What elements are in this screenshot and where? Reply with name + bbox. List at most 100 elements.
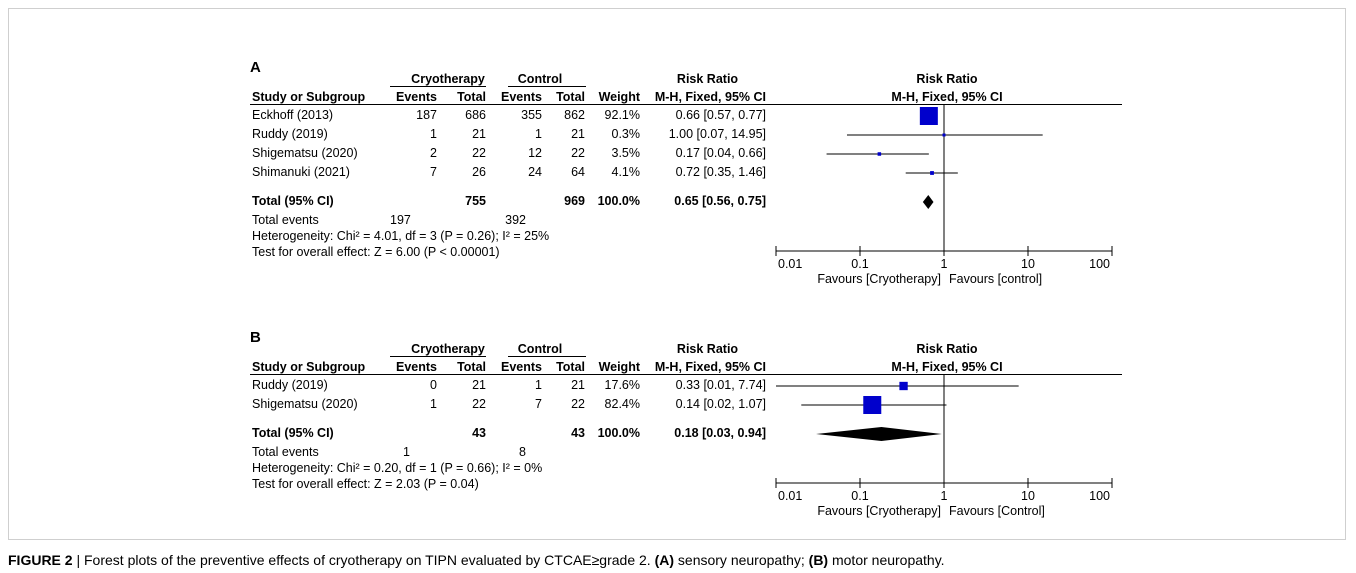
header-control: Control — [517, 72, 563, 86]
study-ci: 0.66 [0.57, 0.77] — [675, 108, 766, 122]
pooled-diamond — [922, 195, 934, 209]
header-e-events: Events — [396, 360, 437, 374]
header-experimental: Cryotherapy — [411, 72, 485, 86]
total-events-ctrl: 8 — [519, 445, 526, 459]
header-risk-ratio-right: Risk Ratio — [916, 342, 978, 356]
effect-square — [877, 152, 882, 156]
header-c-total: Total — [556, 360, 585, 374]
header-method-right: M-H, Fixed, 95% CI — [891, 360, 1003, 374]
ctrl-events: 12 — [528, 146, 542, 160]
rule-experimental — [390, 356, 486, 357]
x-tick-label: 0.01 — [778, 257, 802, 271]
ctrl-events: 1 — [535, 378, 542, 392]
ctrl-total: 22 — [571, 397, 585, 411]
study-name: Ruddy (2019) — [252, 127, 328, 141]
study-weight: 3.5% — [611, 146, 641, 160]
study-name: Shimanuki (2021) — [252, 165, 350, 179]
header-method-left: M-H, Fixed, 95% CI — [654, 90, 766, 104]
study-weight: 17.6% — [604, 378, 640, 392]
heterogeneity-text: Heterogeneity: Chi² = 0.20, df = 1 (P = … — [252, 461, 543, 475]
total-weight: 100.0% — [597, 426, 640, 440]
total-exp-total: 755 — [465, 194, 486, 208]
heterogeneity-text: Heterogeneity: Chi² = 4.01, df = 3 (P = … — [252, 229, 550, 243]
exp-events: 7 — [430, 165, 437, 179]
header-c-events: Events — [501, 90, 542, 104]
ctrl-total: 64 — [571, 165, 585, 179]
study-ci: 0.33 [0.01, 7.74] — [675, 378, 766, 392]
study-weight: 0.3% — [611, 127, 641, 141]
header-study: Study or Subgroup — [252, 360, 366, 374]
effect-square — [942, 133, 946, 137]
header-e-total: Total — [457, 90, 486, 104]
total-weight: 100.0% — [597, 194, 640, 208]
favours-left-label: Favours [Cryotherapy] — [817, 272, 941, 286]
ctrl-events: 7 — [535, 397, 542, 411]
exp-events: 1 — [430, 397, 437, 411]
total-ctrl-total: 43 — [571, 426, 585, 440]
total-ctrl-total: 969 — [564, 194, 585, 208]
study-ci: 0.17 [0.04, 0.66] — [675, 146, 766, 160]
overall-effect-text: Test for overall effect: Z = 2.03 (P = 0… — [252, 477, 479, 491]
exp-events: 1 — [430, 127, 437, 141]
caption-text-b: motor neuropathy. — [828, 552, 945, 568]
forest-panel-b: B Cryotherapy Control Risk Ratio Risk Ra… — [0, 270, 1356, 518]
header-underline — [250, 374, 1122, 375]
forest-plot-b: 0.01 0.1 1 10 100 Favours [Cryotherapy] Favour… — [775, 374, 1113, 518]
x-tick-label: 1 — [941, 489, 948, 503]
caption-text-a: sensory neuropathy; — [674, 552, 809, 568]
total-exp-total: 43 — [472, 426, 486, 440]
x-tick-label: 0.1 — [851, 489, 868, 503]
x-tick-label: 100 — [1089, 257, 1110, 271]
forest-panel-a: A Cryotherapy Control Risk Ratio Risk Ra… — [0, 0, 1356, 286]
effect-square — [930, 171, 934, 175]
ctrl-total: 22 — [571, 146, 585, 160]
caption-label: FIGURE 2 — [8, 552, 73, 568]
ctrl-events: 355 — [521, 108, 542, 122]
total-label: Total (95% CI) — [252, 426, 334, 440]
rule-control — [508, 356, 586, 357]
header-risk-ratio-right: Risk Ratio — [916, 72, 978, 86]
effect-square — [863, 396, 882, 414]
total-events-ctrl: 392 — [505, 213, 526, 227]
caption-tag-a: (A) — [654, 552, 675, 568]
exp-total: 26 — [472, 165, 486, 179]
study-name: Shigematsu (2020) — [252, 146, 358, 160]
header-method-right: M-H, Fixed, 95% CI — [891, 90, 1003, 104]
study-name: Shigematsu (2020) — [252, 397, 358, 411]
favours-left-label: Favours [Cryotherapy] — [817, 504, 941, 518]
study-weight: 92.1% — [604, 108, 640, 122]
study-ci: 0.14 [0.02, 1.07] — [675, 397, 766, 411]
rule-control — [508, 86, 586, 87]
caption-separator: | — [72, 552, 84, 568]
ctrl-total: 862 — [564, 108, 585, 122]
effect-square — [919, 107, 938, 125]
ctrl-total: 21 — [571, 378, 585, 392]
panel-label-b: B — [250, 329, 261, 346]
ctrl-total: 21 — [571, 127, 585, 141]
study-name: Ruddy (2019) — [252, 378, 328, 392]
header-experimental: Cryotherapy — [411, 342, 485, 356]
header-weight: Weight — [598, 360, 640, 374]
panel-label-a: A — [250, 59, 261, 76]
x-tick-label: 0.01 — [778, 489, 802, 503]
ctrl-events: 24 — [528, 165, 542, 179]
header-e-events: Events — [396, 90, 437, 104]
exp-total: 686 — [465, 108, 486, 122]
study-ci: 0.72 [0.35, 1.46] — [675, 165, 766, 179]
favours-right-label: Favours [control] — [949, 272, 1042, 286]
header-weight: Weight — [598, 90, 640, 104]
header-e-total: Total — [457, 360, 486, 374]
total-events-exp: 1 — [403, 445, 410, 459]
header-c-total: Total — [556, 90, 585, 104]
exp-events: 0 — [430, 378, 437, 392]
header-study: Study or Subgroup — [252, 90, 366, 104]
header-method-left: M-H, Fixed, 95% CI — [654, 360, 766, 374]
total-label: Total (95% CI) — [252, 194, 334, 208]
exp-total: 22 — [472, 146, 486, 160]
exp-total: 21 — [472, 378, 486, 392]
favours-right-label: Favours [Control] — [949, 504, 1045, 518]
total-ci: 0.18 [0.03, 0.94] — [674, 426, 766, 440]
x-tick-label: 1 — [941, 257, 948, 271]
study-weight: 82.4% — [604, 397, 640, 411]
x-tick-label: 100 — [1089, 489, 1110, 503]
